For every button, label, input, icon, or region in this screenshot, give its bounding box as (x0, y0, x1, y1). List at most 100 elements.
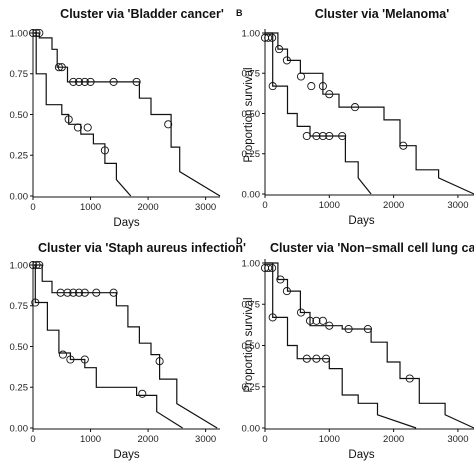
y-tick-label: 1.00 (242, 28, 261, 39)
panel-label: B (236, 8, 243, 18)
censor-mark (282, 56, 291, 65)
y-tick-label: 0.50 (10, 110, 29, 121)
y-tick-label: 0.25 (10, 383, 29, 394)
y-tick-label: 1.00 (242, 258, 261, 269)
panel-2: Cluster via 'Melanoma' B 0.00 0.25 0.50 0.75 1… (236, 7, 474, 227)
y-tick-label: 0.00 (242, 189, 261, 200)
y-axis-label: Proportion survival (243, 297, 255, 392)
censor-mark (305, 316, 315, 325)
censor-mark (109, 77, 118, 86)
censor-mark (164, 120, 173, 129)
censor-mark (69, 288, 78, 297)
censor-mark (318, 316, 327, 325)
censor-mark (325, 321, 334, 330)
censor-mark (282, 287, 291, 296)
y-tick-label: 0.75 (242, 69, 261, 80)
censor-mark (312, 316, 321, 325)
panel-label: D (236, 236, 243, 246)
x-tick-label: 1000 (319, 200, 340, 211)
survival-curve-1 (265, 262, 417, 429)
censor-mark (109, 288, 118, 297)
x-tick-label: 3000 (195, 202, 216, 213)
y-tick-label: 1.00 (10, 260, 29, 271)
x-tick-label: 0 (262, 200, 267, 211)
censor-mark (32, 260, 41, 270)
censor-mark (74, 77, 84, 86)
survival-curve-1 (265, 32, 372, 195)
censor-mark (399, 141, 408, 150)
x-axis-label: Days (348, 215, 374, 227)
censor-mark (276, 275, 285, 284)
censor-mark (58, 350, 67, 359)
survival-curve-2 (33, 32, 221, 197)
y-tick-label: 0.50 (242, 109, 261, 120)
x-tick-label: 0 (262, 434, 267, 445)
censor-mark (32, 28, 41, 38)
censor-mark (268, 33, 277, 42)
censor-mark (35, 28, 44, 38)
panel-4: Cluster via 'Non−small cell lung canc D 0.… (236, 236, 474, 461)
censor-mark (66, 355, 75, 364)
y-tick-label: 0.75 (10, 301, 29, 312)
y-tick-label: 0.00 (10, 423, 29, 434)
censor-mark (268, 263, 277, 273)
censor-mark (31, 298, 40, 307)
y-tick-label: 0.00 (10, 191, 29, 202)
censor-mark (363, 324, 372, 334)
x-tick-label: 2000 (138, 202, 159, 213)
x-tick-label: 2000 (138, 434, 159, 445)
x-axis-label: Days (113, 449, 139, 461)
censor-mark (350, 103, 360, 112)
censor-mark (86, 77, 95, 86)
x-tick-label: 3000 (447, 434, 468, 445)
censor-mark (132, 77, 141, 86)
censor-mark (344, 324, 353, 334)
censor-mark (325, 131, 334, 141)
survival-curve-1 (33, 264, 183, 429)
x-tick-label: 2000 (383, 434, 404, 445)
x-tick-label: 3000 (447, 200, 468, 211)
panel-title: Cluster via 'Bladder cancer' (60, 7, 224, 21)
x-axis-label: Days (113, 217, 139, 229)
censor-mark (83, 123, 92, 132)
y-tick-label: 0.50 (242, 341, 261, 352)
censor-mark (268, 313, 277, 322)
censor-mark (318, 131, 327, 141)
censor-mark (405, 374, 414, 383)
censor-mark (138, 389, 147, 398)
censor-mark (155, 357, 164, 366)
survival-curve-2 (33, 264, 218, 429)
y-tick-label: 0.25 (10, 151, 29, 162)
censor-mark (69, 77, 78, 86)
x-tick-label: 0 (30, 434, 35, 445)
censor-mark (307, 82, 316, 91)
y-axis-label: Proportion survival (243, 67, 255, 162)
censor-mark (264, 263, 273, 273)
censor-mark (322, 354, 331, 363)
censor-mark (57, 63, 66, 72)
censor-mark (74, 288, 84, 297)
y-tick-label: 0.75 (10, 69, 29, 80)
censor-mark (73, 123, 82, 132)
x-tick-label: 0 (30, 202, 35, 213)
panel-3: Cluster via 'Staph aureus infection' 0.00… (10, 241, 247, 461)
y-tick-label: 0.25 (242, 382, 261, 393)
censor-mark (296, 72, 306, 81)
x-tick-label: 1000 (80, 202, 101, 213)
survival-curve-1 (33, 32, 132, 197)
x-tick-label: 1000 (319, 434, 340, 445)
censor-mark (80, 355, 89, 364)
x-tick-label: 1000 (80, 434, 101, 445)
censor-mark (35, 260, 44, 270)
censor-mark (92, 288, 101, 297)
panel-title: Cluster via 'Staph aureus infection' (38, 241, 246, 255)
censor-mark (54, 63, 63, 72)
censor-mark (264, 33, 273, 42)
x-tick-label: 2000 (383, 200, 404, 211)
panel-1: Cluster via 'Bladder cancer' 0.00 0.25 0.50… (10, 7, 224, 229)
censor-mark (325, 90, 334, 99)
x-axis-label: Days (348, 449, 374, 461)
censor-mark (28, 260, 38, 270)
censor-mark (296, 308, 306, 317)
